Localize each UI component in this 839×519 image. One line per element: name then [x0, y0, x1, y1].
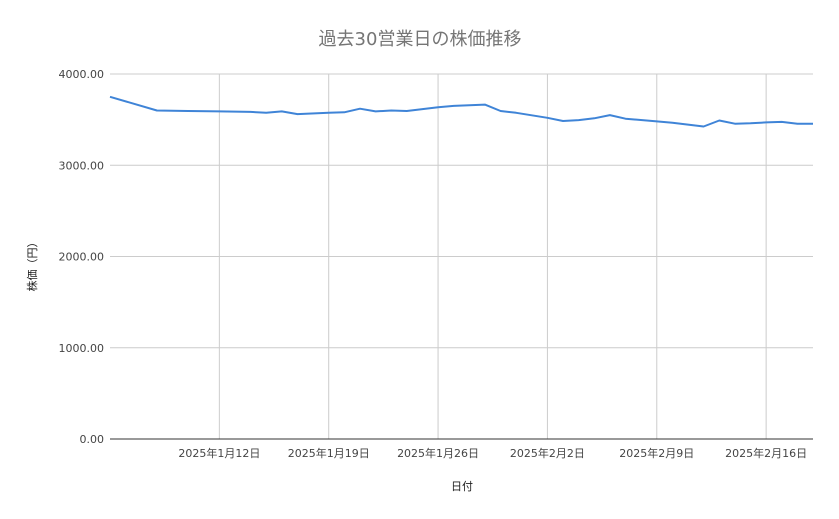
data-point [592, 116, 596, 120]
x-tick-label: 2025年1月12日 [178, 446, 260, 460]
data-point [702, 124, 706, 128]
data-point [499, 109, 503, 113]
data-point [483, 103, 487, 107]
data-point [217, 109, 221, 113]
data-point [405, 109, 409, 113]
data-point [358, 107, 362, 111]
data-point [608, 113, 612, 117]
data-point [717, 119, 721, 123]
y-tick-label: 4000.00 [59, 68, 105, 81]
data-point [733, 122, 737, 126]
data-point [327, 111, 331, 115]
x-tick-label: 2025年2月2日 [510, 446, 585, 460]
y-tick-label: 3000.00 [59, 159, 105, 172]
tick-labels: 0.00 1000.00 2000.00 3000.00 4000.00 2025年1月1… [59, 68, 808, 460]
data-point [624, 117, 628, 121]
data-point [577, 118, 581, 122]
price-series-line [109, 95, 813, 128]
data-point [764, 120, 768, 124]
y-tick-label: 1000.00 [59, 342, 105, 355]
x-tick-label: 2025年2月16日 [725, 446, 807, 460]
data-point [436, 105, 440, 109]
data-point [374, 109, 378, 113]
data-point [670, 121, 674, 125]
data-point [108, 95, 112, 99]
data-point [295, 112, 299, 116]
x-tick-label: 2025年1月26日 [397, 446, 479, 460]
y-tick-label: 2000.00 [59, 251, 105, 264]
data-point [749, 121, 753, 125]
data-point [561, 119, 565, 123]
data-point [452, 104, 456, 108]
chart-title: 過去30営業日の株価推移 [319, 29, 522, 50]
x-axis-label: 日付 [451, 480, 473, 493]
x-tick-label: 2025年1月19日 [288, 446, 370, 460]
y-tick-label: 0.00 [80, 433, 105, 446]
data-point [514, 111, 518, 115]
data-point [655, 119, 659, 123]
data-point [811, 122, 815, 126]
x-tick-label: 2025年2月9日 [619, 446, 694, 460]
data-point [795, 122, 799, 126]
data-point [389, 109, 393, 113]
data-point [780, 120, 784, 124]
grid-lines [110, 73, 813, 439]
y-axis-label: 株価（円） [25, 237, 39, 292]
data-point [249, 110, 253, 114]
data-point [342, 110, 346, 114]
data-point [264, 111, 268, 115]
data-point [155, 109, 159, 113]
data-point [545, 116, 549, 120]
data-point [186, 109, 190, 113]
data-point [280, 109, 284, 113]
